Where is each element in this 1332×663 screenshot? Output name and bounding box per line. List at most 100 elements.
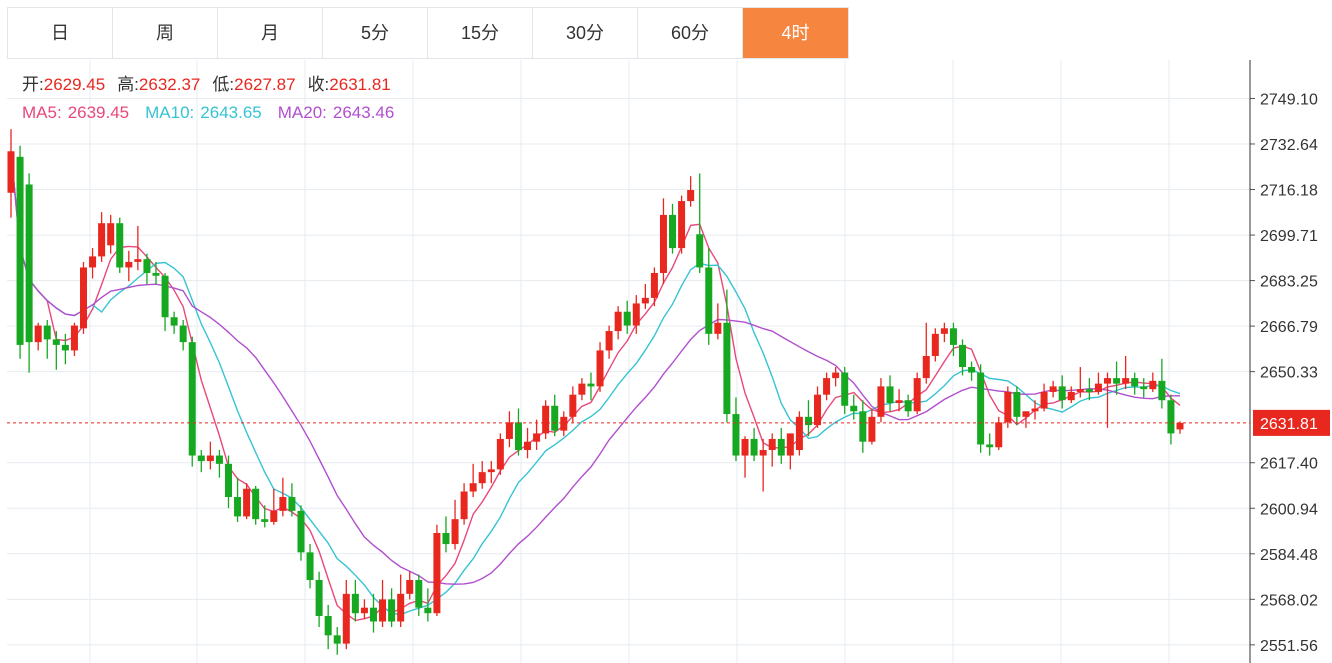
candle-body (768, 438, 776, 451)
candle-body (533, 433, 541, 442)
candle-body (968, 367, 976, 373)
candle-body (1122, 378, 1130, 384)
ma20-value: 2643.46 (333, 103, 394, 122)
candle-body (587, 383, 595, 387)
candle-body (7, 151, 15, 193)
candle-body (795, 416, 803, 451)
close-value: 2631.81 (329, 75, 390, 94)
tab-period-6[interactable]: 60分 (638, 8, 743, 58)
candle-body (297, 510, 305, 553)
candle-body (460, 491, 468, 520)
candle-body (478, 472, 486, 484)
candle-body (188, 342, 196, 456)
candle-body (261, 519, 269, 522)
candle-body (832, 372, 840, 379)
candle-body (415, 580, 423, 608)
candle-body (904, 400, 912, 412)
candle-body (469, 483, 477, 492)
moving-average-lines (10, 151, 1181, 622)
candle-body (659, 214, 667, 273)
candle-body (306, 552, 314, 581)
candle-body (605, 331, 613, 351)
tab-period-2[interactable]: 月 (218, 8, 323, 58)
candle-body (678, 201, 686, 249)
tab-period-1[interactable]: 周 (113, 8, 218, 58)
candle-body (551, 405, 559, 431)
candle-body (641, 297, 649, 304)
candle-body (224, 463, 232, 498)
candle-body (79, 267, 87, 329)
price-axis: 2749.10 2732.64 2716.18 2699.71 2683.25 2666.… (7, 60, 1330, 663)
candles (7, 129, 1184, 655)
ma5-value: 2639.45 (68, 103, 129, 122)
tab-period-0[interactable]: 日 (8, 8, 113, 58)
candle-body (161, 275, 169, 318)
ma10-value: 2643.65 (200, 103, 261, 122)
candle-body (179, 325, 187, 343)
close-label: 收: (308, 75, 330, 94)
candle-body (1022, 411, 1030, 417)
candle-body (324, 615, 332, 636)
candle-body (252, 488, 260, 520)
high-label: 高: (117, 75, 139, 94)
candle-body (949, 328, 957, 345)
candle-body (1013, 391, 1021, 417)
candle-body (940, 328, 948, 334)
candle-body (1167, 400, 1175, 434)
candle-body (288, 497, 296, 511)
y-tick-label: 2584.48 (1260, 547, 1318, 564)
ma-readout: MA5: 2639.45 MA10: 2643.65 MA20: 2643.46 (22, 103, 394, 122)
candle-body (1104, 378, 1112, 384)
candle-body (868, 416, 876, 442)
low-value: 2627.87 (234, 75, 295, 94)
candle-body (116, 223, 124, 268)
candle-body (696, 234, 704, 268)
candle-body (995, 422, 1003, 448)
candle-body (977, 372, 985, 445)
y-tick-label: 2683.25 (1260, 274, 1318, 291)
info-panel: 开:2629.45 高:2632.37 低:2627.87 收:2631.81 MA5… (22, 75, 394, 122)
candle-body (406, 580, 414, 594)
tab-period-3[interactable]: 5分 (323, 8, 428, 58)
ma5-label: MA5: (22, 103, 62, 122)
candle-body (134, 259, 142, 262)
candle-body (1113, 378, 1121, 384)
candle-body (687, 190, 695, 202)
candle-body (578, 383, 586, 395)
candle-body (1085, 389, 1093, 392)
candle-body (1176, 422, 1184, 430)
candle-body (986, 444, 994, 448)
tab-period-4[interactable]: 15分 (428, 8, 533, 58)
open-value: 2629.45 (44, 75, 105, 94)
candle-body (333, 635, 341, 644)
candle-body (451, 519, 459, 545)
candle-body (16, 156, 24, 345)
candle-body (98, 223, 106, 257)
candle-body (804, 416, 812, 426)
ma10-label: MA10: (145, 103, 194, 122)
ma5-line (10, 151, 1181, 622)
ohlc-readout: 开:2629.45 高:2632.37 低:2627.87 收:2631.81 (22, 75, 391, 94)
y-tick-label: 2666.79 (1260, 319, 1318, 336)
candle-body (234, 497, 242, 517)
candle-body (542, 405, 550, 434)
candle-body (424, 607, 432, 614)
candle-body (823, 378, 831, 395)
candle-body (215, 455, 223, 464)
candle-body (723, 322, 731, 415)
candle-body (514, 422, 522, 451)
candle-body (206, 455, 214, 462)
y-tick-label: 2716.18 (1260, 183, 1318, 200)
tab-period-7[interactable]: 4时 (743, 8, 848, 58)
candle-body (243, 488, 251, 517)
y-tick-label: 2600.94 (1260, 501, 1318, 518)
tab-period-5[interactable]: 30分 (533, 8, 638, 58)
candle-body (397, 593, 405, 622)
candle-body (814, 394, 822, 426)
candle-body (43, 325, 51, 340)
candle-body (1031, 408, 1039, 412)
candle-body (750, 438, 758, 456)
candle-body (34, 325, 42, 343)
current-price-label: 2631.81 (1260, 416, 1318, 433)
candle-body (1140, 386, 1148, 390)
